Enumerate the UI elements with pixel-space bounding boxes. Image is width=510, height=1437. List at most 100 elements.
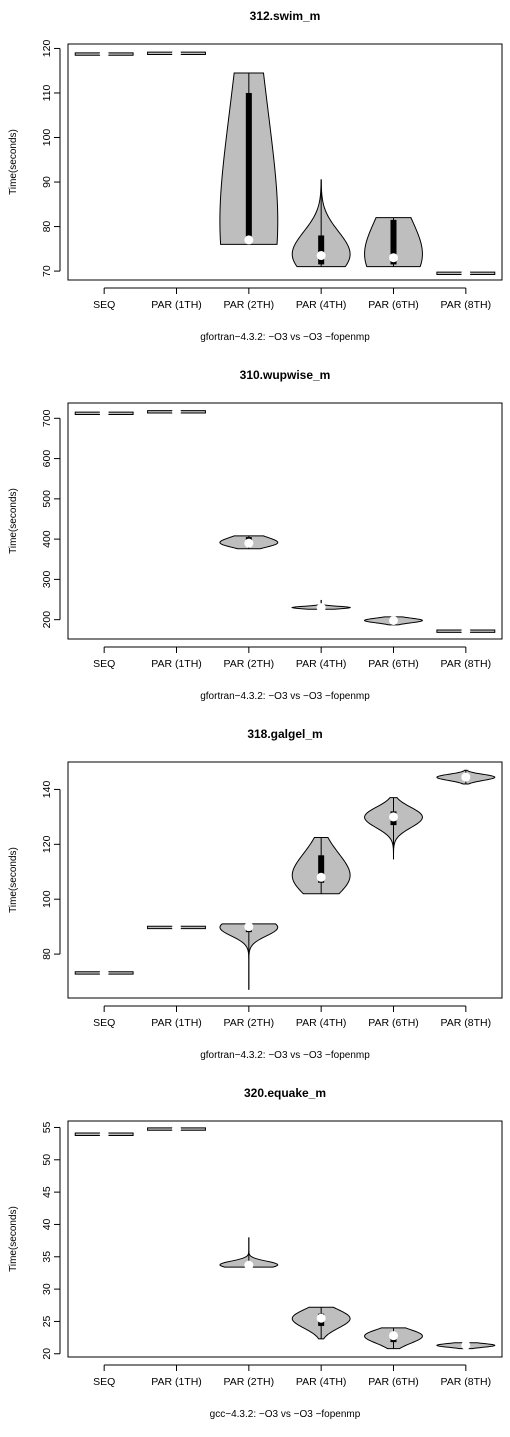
chart-title: 312.swim_m	[250, 9, 321, 23]
chart-panel-galgel: 318.galgel_m 80 100 120 140 Time(seconds) SEQ P…	[0, 718, 510, 1077]
chart-title: 320.equake_m	[244, 1086, 326, 1100]
y-tick-label: 25	[41, 1315, 53, 1327]
violin-iqr-box	[245, 92, 252, 240]
chart-title: 310.wupwise_m	[240, 368, 331, 382]
x-tick-label: PAR (4TH)	[296, 658, 347, 670]
y-tick-label: 30	[41, 1283, 53, 1295]
chart-svg: 320.equake_m 20 25 30 35 40 45 50 55 Time(seconds…	[8, 1086, 503, 1420]
x-tick-label: PAR (6TH)	[368, 658, 419, 670]
x-tick-label: PAR (4TH)	[296, 299, 347, 311]
y-tick-label: 55	[41, 1121, 53, 1133]
plot-frame	[67, 43, 503, 281]
violin-iqr-box	[318, 235, 325, 265]
y-axis-label: Time(seconds)	[8, 488, 19, 554]
y-tick-label: 20	[41, 1348, 53, 1360]
y-tick-label: 35	[41, 1251, 53, 1263]
x-axis-label: gfortran−4.3.2: −O3 vs −O3 −fopenmp	[200, 691, 370, 702]
violin-median-dot	[244, 1260, 254, 1270]
chart-panel-equake: 320.equake_m 20 25 30 35 40 45 50 55 Time(seconds…	[0, 1077, 510, 1436]
y-tick-label: 300	[41, 570, 53, 588]
y-axis-label: Time(seconds)	[8, 847, 19, 913]
x-tick-label: PAR (2TH)	[224, 299, 275, 311]
x-tick-label: PAR (8TH)	[441, 299, 492, 311]
violin-median-dot	[316, 251, 326, 261]
violin-median-dot	[389, 1331, 398, 1341]
y-tick-label: 600	[41, 450, 53, 468]
x-tick-label: PAR (6TH)	[368, 299, 419, 311]
chart-svg: 310.wupwise_m 200 300 400 500 600 700 Time(seco…	[8, 368, 503, 702]
x-tick-label: PAR (1TH)	[151, 1017, 202, 1029]
y-tick-label: 120	[41, 40, 53, 58]
violin-median-dot	[316, 603, 326, 613]
violin-median-dot	[172, 48, 181, 58]
x-axis-label: gfortran−4.3.2: −O3 vs −O3 −fopenmp	[200, 1050, 370, 1061]
x-tick-label: PAR (4TH)	[296, 1017, 347, 1029]
y-axis-label: Time(seconds)	[8, 129, 19, 195]
x-axis-label: gcc−4.3.2: −O3 vs −O3 −fopenmp	[210, 1409, 361, 1420]
chart-panel-wupwise: 310.wupwise_m 200 300 400 500 600 700 Time(seco…	[0, 359, 510, 718]
x-tick-label: PAR (8TH)	[441, 1376, 492, 1388]
x-tick-label: SEQ	[93, 658, 115, 670]
x-tick-label: PAR (6TH)	[368, 1376, 419, 1388]
y-tick-label: 40	[41, 1218, 53, 1230]
x-tick-label: PAR (4TH)	[296, 1376, 347, 1388]
y-tick-label: 100	[41, 129, 53, 147]
y-tick-label: 80	[41, 948, 53, 960]
x-tick-label: SEQ	[93, 299, 115, 311]
x-tick-label: PAR (2TH)	[224, 658, 275, 670]
y-tick-label: 70	[41, 265, 53, 277]
violin-median-dot	[389, 253, 398, 263]
y-tick-label: 140	[41, 781, 53, 799]
y-tick-label: 400	[41, 530, 53, 548]
y-tick-label: 45	[41, 1186, 53, 1198]
violin-median-dot	[461, 1340, 471, 1350]
x-tick-label: PAR (8TH)	[441, 1017, 492, 1029]
y-tick-label: 120	[41, 835, 53, 853]
x-tick-label: PAR (1TH)	[151, 1376, 202, 1388]
violin-median-dot	[461, 626, 471, 636]
x-tick-label: PAR (6TH)	[368, 1017, 419, 1029]
violin-median-dot	[316, 872, 326, 882]
violin-median-dot	[461, 268, 471, 278]
y-tick-label: 200	[41, 611, 53, 629]
violin-median-dot	[172, 922, 181, 932]
violin-median-dot	[389, 615, 398, 625]
chart-svg: 312.swim_m 70 80 90 100 110 120 Time(seconds) SE…	[8, 9, 503, 343]
violin-median-dot	[172, 1124, 181, 1134]
violin-median-dot	[461, 772, 471, 782]
x-tick-label: PAR (2TH)	[224, 1376, 275, 1388]
x-axis-label: gfortran−4.3.2: −O3 vs −O3 −fopenmp	[200, 332, 370, 343]
violin-median-dot	[389, 812, 398, 822]
violin-median-dot	[316, 1313, 326, 1323]
plot-frame	[67, 402, 503, 640]
y-tick-label: 700	[41, 409, 53, 427]
y-tick-label: 110	[41, 84, 53, 101]
violin-median-dot	[99, 408, 109, 418]
violin-median-dot	[244, 922, 254, 932]
y-tick-label: 80	[41, 221, 53, 233]
x-tick-label: PAR (1TH)	[151, 658, 202, 670]
y-tick-label: 50	[41, 1154, 53, 1166]
violin-median-dot	[172, 407, 181, 417]
plot-frame	[67, 761, 503, 999]
violin-median-dot	[244, 235, 254, 245]
chart-title: 318.galgel_m	[247, 727, 322, 741]
x-tick-label: PAR (1TH)	[151, 299, 202, 311]
y-tick-label: 500	[41, 490, 53, 508]
x-tick-label: PAR (8TH)	[441, 658, 492, 670]
plot-frame	[67, 1120, 503, 1358]
chart-svg: 318.galgel_m 80 100 120 140 Time(seconds) SEQ P…	[8, 727, 503, 1061]
y-tick-label: 100	[41, 890, 53, 908]
violin-median-dot	[99, 49, 109, 59]
violin-median-dot	[99, 1129, 109, 1139]
chart-panel-swim: 312.swim_m 70 80 90 100 110 120 Time(seconds) SE…	[0, 0, 510, 359]
violin-median-dot	[244, 538, 254, 548]
y-axis-label: Time(seconds)	[8, 1206, 19, 1272]
x-tick-label: PAR (2TH)	[224, 1017, 275, 1029]
violin-median-dot	[99, 968, 109, 978]
y-tick-label: 90	[41, 176, 53, 188]
x-tick-label: SEQ	[93, 1017, 115, 1029]
violin-iqr-box	[390, 219, 397, 265]
x-tick-label: SEQ	[93, 1376, 115, 1388]
